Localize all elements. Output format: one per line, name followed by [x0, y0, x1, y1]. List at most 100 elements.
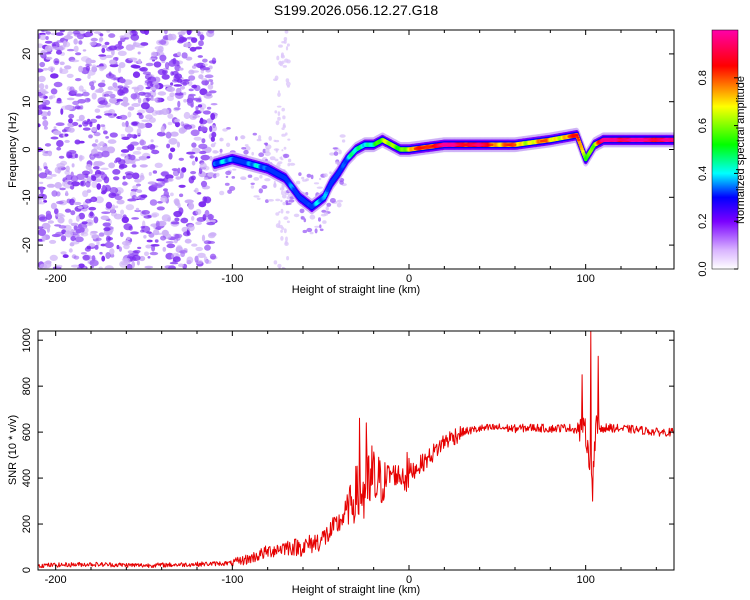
spectrogram-noise-blob [265, 147, 270, 154]
spectrogram-noise-blob [247, 174, 253, 178]
spectrogram-noise-blob [162, 246, 167, 252]
spectrogram-noise-blob [295, 180, 301, 185]
spectrogram-noise-blob [122, 87, 129, 94]
spectrogram-noise-blob [209, 253, 217, 260]
spectrogram-noise-blob [43, 126, 48, 130]
snr-y-axis: 0 200 400 600 800 1000 [21, 328, 674, 573]
spectrogram-noise-blob [93, 216, 99, 224]
spectrogram-noise-blob [305, 178, 309, 182]
spectrogram-noise-blob [50, 32, 57, 36]
spectrogram-noise-blob [50, 46, 60, 50]
spectrogram-noise-blob [208, 213, 213, 221]
spectrogram-noise-blob [98, 38, 103, 43]
spectrogram-noise-blob [44, 143, 52, 147]
spectrogram-noise-blob [144, 251, 149, 257]
spectrogram-noise-blob [189, 155, 195, 159]
spectrogram-noise-blob [50, 73, 59, 79]
spectrogram-noise-blob [137, 58, 142, 65]
spectrogram-noise-blob [229, 186, 236, 191]
snr-x-axis: -200 -100 0 100 [45, 331, 657, 586]
spectrogram-noise-blob [100, 215, 110, 221]
spectrogram-noise-blob [70, 181, 81, 187]
colorbar-tick-label: 0.4 [697, 166, 709, 181]
spectrogram-noise-blob [209, 232, 217, 237]
spectrogram-noise-blob [170, 71, 174, 76]
spectrogram-noise-blob [202, 63, 208, 66]
spectrogram-noise-blob [120, 153, 127, 157]
spectrogram-noise-blob [163, 84, 172, 88]
spectrogram-noise-blob [181, 38, 187, 41]
spectrogram-noise-blob [137, 51, 141, 55]
spectrogram-noise-blob [66, 97, 75, 101]
spectrogram-noise-blob [38, 172, 48, 179]
spectrogram-noise-blob [54, 208, 59, 215]
spectrogram-noise-blob [98, 232, 105, 237]
spectrogram-noise-blob [284, 241, 289, 246]
spectrogram-noise-blob [40, 49, 47, 55]
spectrogram-noise-blob [282, 123, 286, 128]
spectrogram-x-axis: -200 -100 0 100 [45, 30, 657, 285]
spectrogram-noise-blob [56, 50, 62, 55]
spectrogram-noise-blob [47, 220, 55, 224]
spectrogram-noise-blob [94, 139, 99, 143]
spectrogram-noise-blob [120, 149, 130, 153]
spectrogram-noise-blob [211, 131, 217, 138]
spectrogram-noise-blob [183, 111, 191, 120]
spectrogram-noise-blob [302, 229, 308, 234]
spectrogram-noise-blob [46, 183, 56, 188]
spectrogram-noise-blob [90, 59, 96, 64]
spectrogram-noise-blob [194, 46, 203, 50]
spectrogram-noise-blob [99, 251, 103, 255]
spectrogram-noise-blob [210, 113, 216, 120]
spectrogram-noise-blob [180, 30, 187, 35]
spectrogram-noise-blob [105, 104, 110, 108]
x-tick-label: -100 [221, 273, 243, 285]
spectrogram-noise-blob [190, 171, 197, 175]
spectrogram-noise-blob [132, 71, 141, 78]
spectrogram-noise-blob [70, 235, 76, 242]
spectrogram-noise-blob [117, 50, 127, 56]
spectrogram-noise-blob [90, 155, 95, 161]
spectrogram-noise-blob [179, 250, 188, 254]
spectrogram-noise-blob [54, 182, 62, 189]
spectrogram-noise-blob [91, 175, 97, 181]
spectrogram-noise-blob [104, 265, 114, 269]
spectrogram-noise-blob [280, 229, 283, 233]
spectrogram-noise-blob [146, 156, 151, 159]
spectrogram-noise-blob [103, 130, 108, 135]
spectrogram-noise-blob [280, 199, 283, 203]
spectrogram-noise-blob [289, 162, 296, 166]
spectrogram-noise-blob [151, 149, 160, 155]
spectrogram-noise-blob [54, 166, 62, 174]
spectrogram-noise-blob [120, 231, 124, 238]
spectrogram-noise-blob [265, 199, 269, 204]
spectrogram-noise-blob [157, 91, 167, 96]
spectrogram-noise-blob [333, 151, 339, 156]
spectrogram-noise-blob [145, 114, 153, 120]
colorbar-ticks: 0.0 0.2 0.4 0.6 0.8 [697, 70, 738, 277]
spectrogram-noise-blob [286, 256, 290, 261]
spectrogram-noise-blob [309, 231, 314, 235]
spectrogram-noise-blob [273, 182, 277, 188]
spectrogram-noise-blob [108, 162, 115, 169]
spectrogram-noise-blob [323, 212, 329, 216]
spectrogram-noise-blob [146, 80, 154, 88]
spectrogram-noise-blob [274, 139, 280, 143]
spectrogram-noise-blob [97, 82, 106, 88]
spectrogram-noise-blob [277, 111, 281, 116]
spectrogram-noise-blob [153, 61, 162, 68]
spectrogram-noise-blob [287, 138, 291, 141]
spectrogram-noise-blob [96, 123, 101, 131]
spectrogram-noise-blob [76, 173, 85, 180]
spectrogram-noise-blob [59, 30, 65, 33]
spectrogram-noise-blob [187, 224, 195, 232]
ridge-peak [576, 136, 580, 139]
spectrogram-noise-blob [188, 202, 195, 210]
spectrogram-noise-blob [173, 198, 180, 205]
spectrogram-noise-blob [143, 235, 147, 239]
spectrogram-noise-blob [97, 97, 106, 105]
spectrogram-noise-blob [173, 84, 183, 87]
spectrogram-noise-blob [38, 226, 44, 230]
spectrogram-noise-blob [93, 132, 101, 137]
spectrogram-noise-blob [110, 74, 116, 80]
